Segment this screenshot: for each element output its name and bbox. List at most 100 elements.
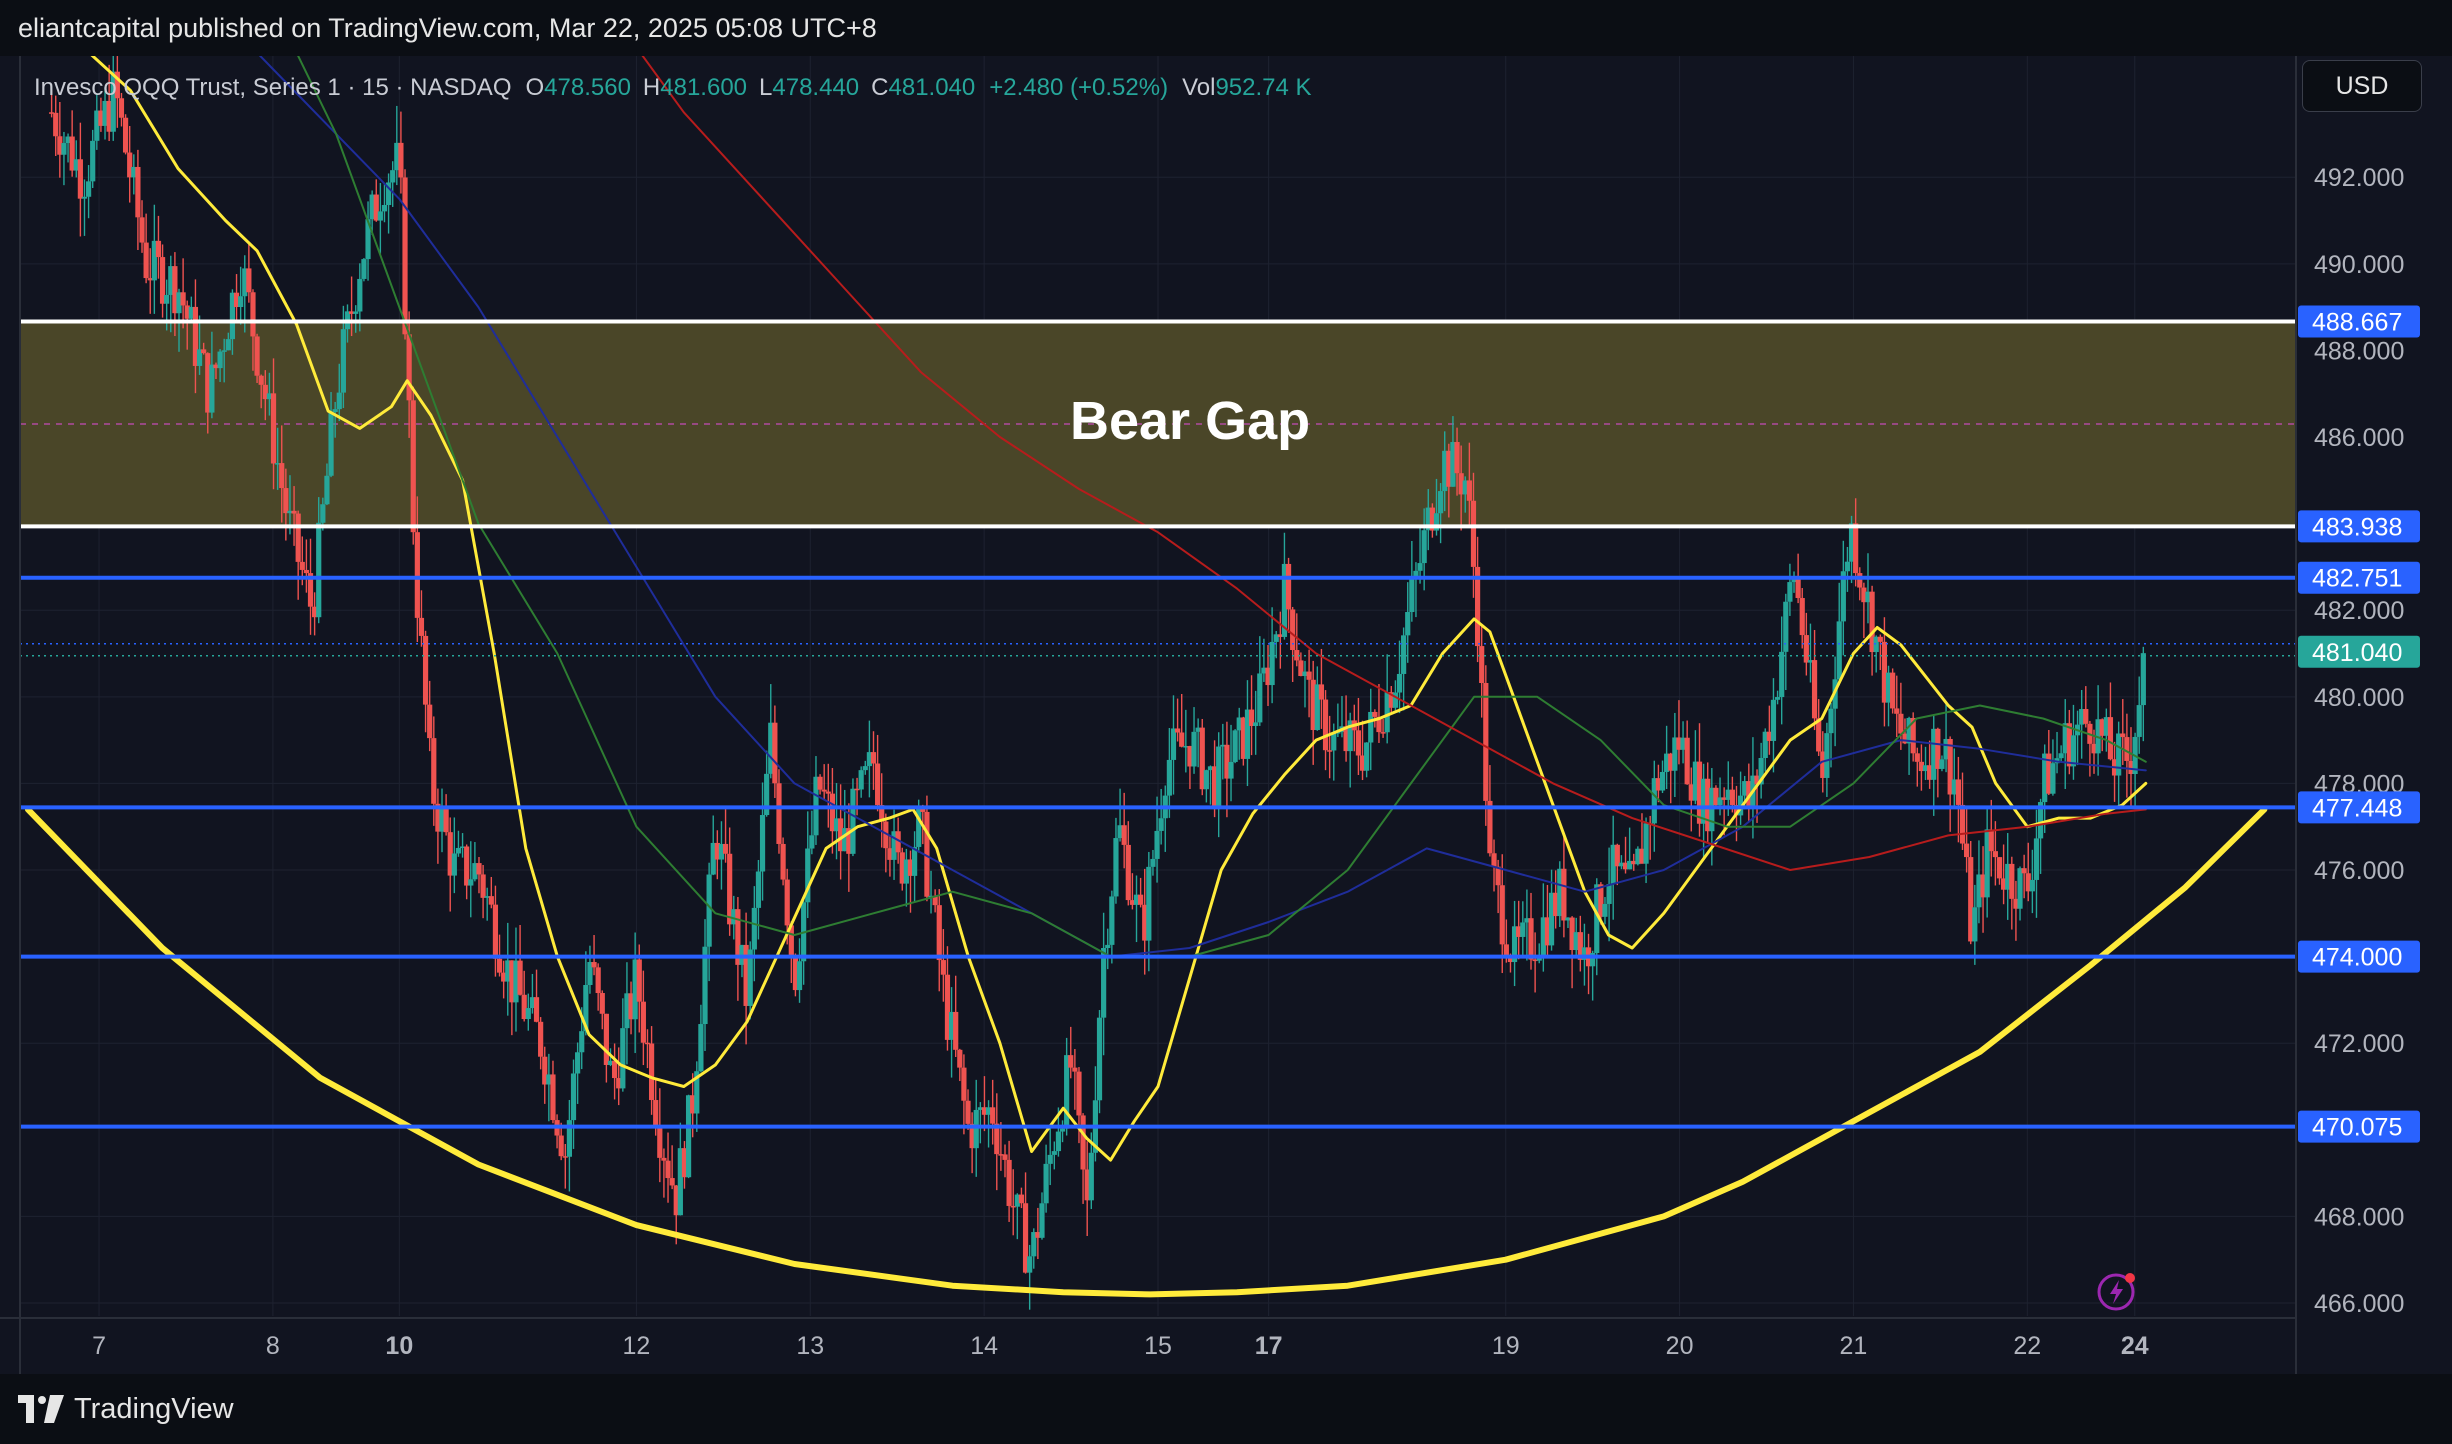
candle-body xyxy=(1696,761,1703,824)
candle-body xyxy=(1807,660,1814,663)
candle-body xyxy=(1261,667,1267,674)
candle-body xyxy=(1528,918,1534,960)
candle-body xyxy=(846,828,852,854)
overlay-series xyxy=(24,56,2268,1298)
candle-body xyxy=(1027,1256,1033,1273)
candle-body xyxy=(279,463,285,489)
candle-body xyxy=(270,393,277,464)
candle-body xyxy=(303,569,309,574)
candle-body xyxy=(895,831,901,853)
tradingview-logo[interactable]: TradingView xyxy=(18,1393,234,1426)
candle-body xyxy=(2120,733,2126,738)
candle-body xyxy=(1417,563,1423,571)
candle-body xyxy=(780,843,786,880)
symbol-name[interactable]: Invesco QQQ Trust, Series 1 · 15 · NASDA… xyxy=(34,74,512,101)
candle-body xyxy=(1988,829,1994,852)
candle-body xyxy=(192,306,199,366)
candle-body xyxy=(1569,917,1575,951)
candle-body xyxy=(1068,1055,1074,1068)
candle-body xyxy=(1088,1152,1094,1201)
candle-body xyxy=(607,1060,614,1065)
candle-body xyxy=(969,1123,975,1149)
volume-value: 952.74 K xyxy=(1215,74,1312,101)
candle-body xyxy=(501,972,507,982)
candle-body xyxy=(459,846,466,848)
lightning-alert-icon[interactable] xyxy=(2096,1270,2138,1312)
candle-body xyxy=(106,100,112,132)
candle-body xyxy=(677,1148,683,1216)
candle-body xyxy=(1059,1128,1066,1132)
candle-body xyxy=(685,1095,692,1178)
candle-body xyxy=(965,1100,971,1124)
candle-body xyxy=(283,488,289,514)
candle-body xyxy=(1918,761,1925,772)
candle-body xyxy=(1869,591,1875,653)
candle-body xyxy=(2128,760,2134,775)
candle-body xyxy=(505,960,511,982)
candle-body xyxy=(981,1107,988,1115)
currency-button[interactable]: USD xyxy=(2302,60,2422,112)
candle-body xyxy=(422,635,429,705)
candle-body xyxy=(1803,635,1809,663)
candle-body xyxy=(1816,718,1822,752)
candle-body xyxy=(875,763,881,806)
candle-body xyxy=(476,863,482,875)
candle-body xyxy=(1955,779,1961,805)
moving-average-line xyxy=(297,56,2147,958)
candle-body xyxy=(768,722,774,774)
candle-body xyxy=(603,1013,609,1065)
price-label-text: 482.751 xyxy=(2312,565,2402,593)
x-tick-label: 12 xyxy=(623,1332,651,1360)
candles xyxy=(49,56,2146,1310)
candle-body xyxy=(1951,779,1957,795)
candle-body xyxy=(118,98,125,118)
candle-body xyxy=(743,944,749,1006)
candle-body xyxy=(990,1107,996,1124)
x-tick-label: 19 xyxy=(1492,1332,1520,1360)
candle-body xyxy=(858,770,864,790)
candle-body xyxy=(127,152,133,178)
price-label-text: 481.040 xyxy=(2312,639,2402,667)
candle-body xyxy=(1885,672,1892,703)
candle-body xyxy=(513,960,519,1003)
candle-body xyxy=(1922,765,1929,772)
candle-body xyxy=(521,994,527,1020)
candle-body xyxy=(221,350,227,352)
price-label-text: 474.000 xyxy=(2312,944,2402,972)
y-tick-label: 492.000 xyxy=(2314,164,2404,192)
candle-body xyxy=(1770,699,1777,741)
candle-body xyxy=(398,142,404,178)
candle-body xyxy=(1676,737,1682,750)
candle-body xyxy=(1117,825,1123,839)
candle-body xyxy=(1368,711,1374,743)
candle-body xyxy=(1195,727,1201,732)
candle-body xyxy=(447,832,453,876)
candle-body xyxy=(525,1008,531,1020)
candle-body xyxy=(2033,838,2040,880)
candle-body xyxy=(250,292,256,337)
candle-body xyxy=(1692,761,1698,801)
candle-body xyxy=(1828,708,1834,734)
candle-body xyxy=(1622,862,1629,870)
candle-body xyxy=(1031,1232,1037,1257)
candle-body xyxy=(299,561,305,570)
candle-body xyxy=(1590,953,1596,967)
candle-body xyxy=(1359,755,1366,771)
candle-body xyxy=(690,1095,696,1114)
volume-label: Vol xyxy=(1182,74,1216,101)
candle-body xyxy=(566,1120,573,1157)
candle-body xyxy=(1384,692,1390,733)
candle-body xyxy=(1914,753,1920,762)
candle-body xyxy=(1142,904,1148,941)
candle-body xyxy=(225,339,231,351)
y-tick-label: 472.000 xyxy=(2314,1030,2404,1058)
candle-body xyxy=(1138,894,1144,905)
candle-body xyxy=(805,848,811,903)
candle-body xyxy=(1347,720,1353,752)
candle-body xyxy=(151,240,157,281)
candle-body xyxy=(2025,873,2031,892)
candle-body xyxy=(1364,742,1370,771)
price-chart[interactable]: 492.000 490.000 488.000 486.000 482.000 480.0… xyxy=(0,56,2452,1374)
candle-body xyxy=(648,1043,655,1101)
candle-body xyxy=(887,848,893,860)
